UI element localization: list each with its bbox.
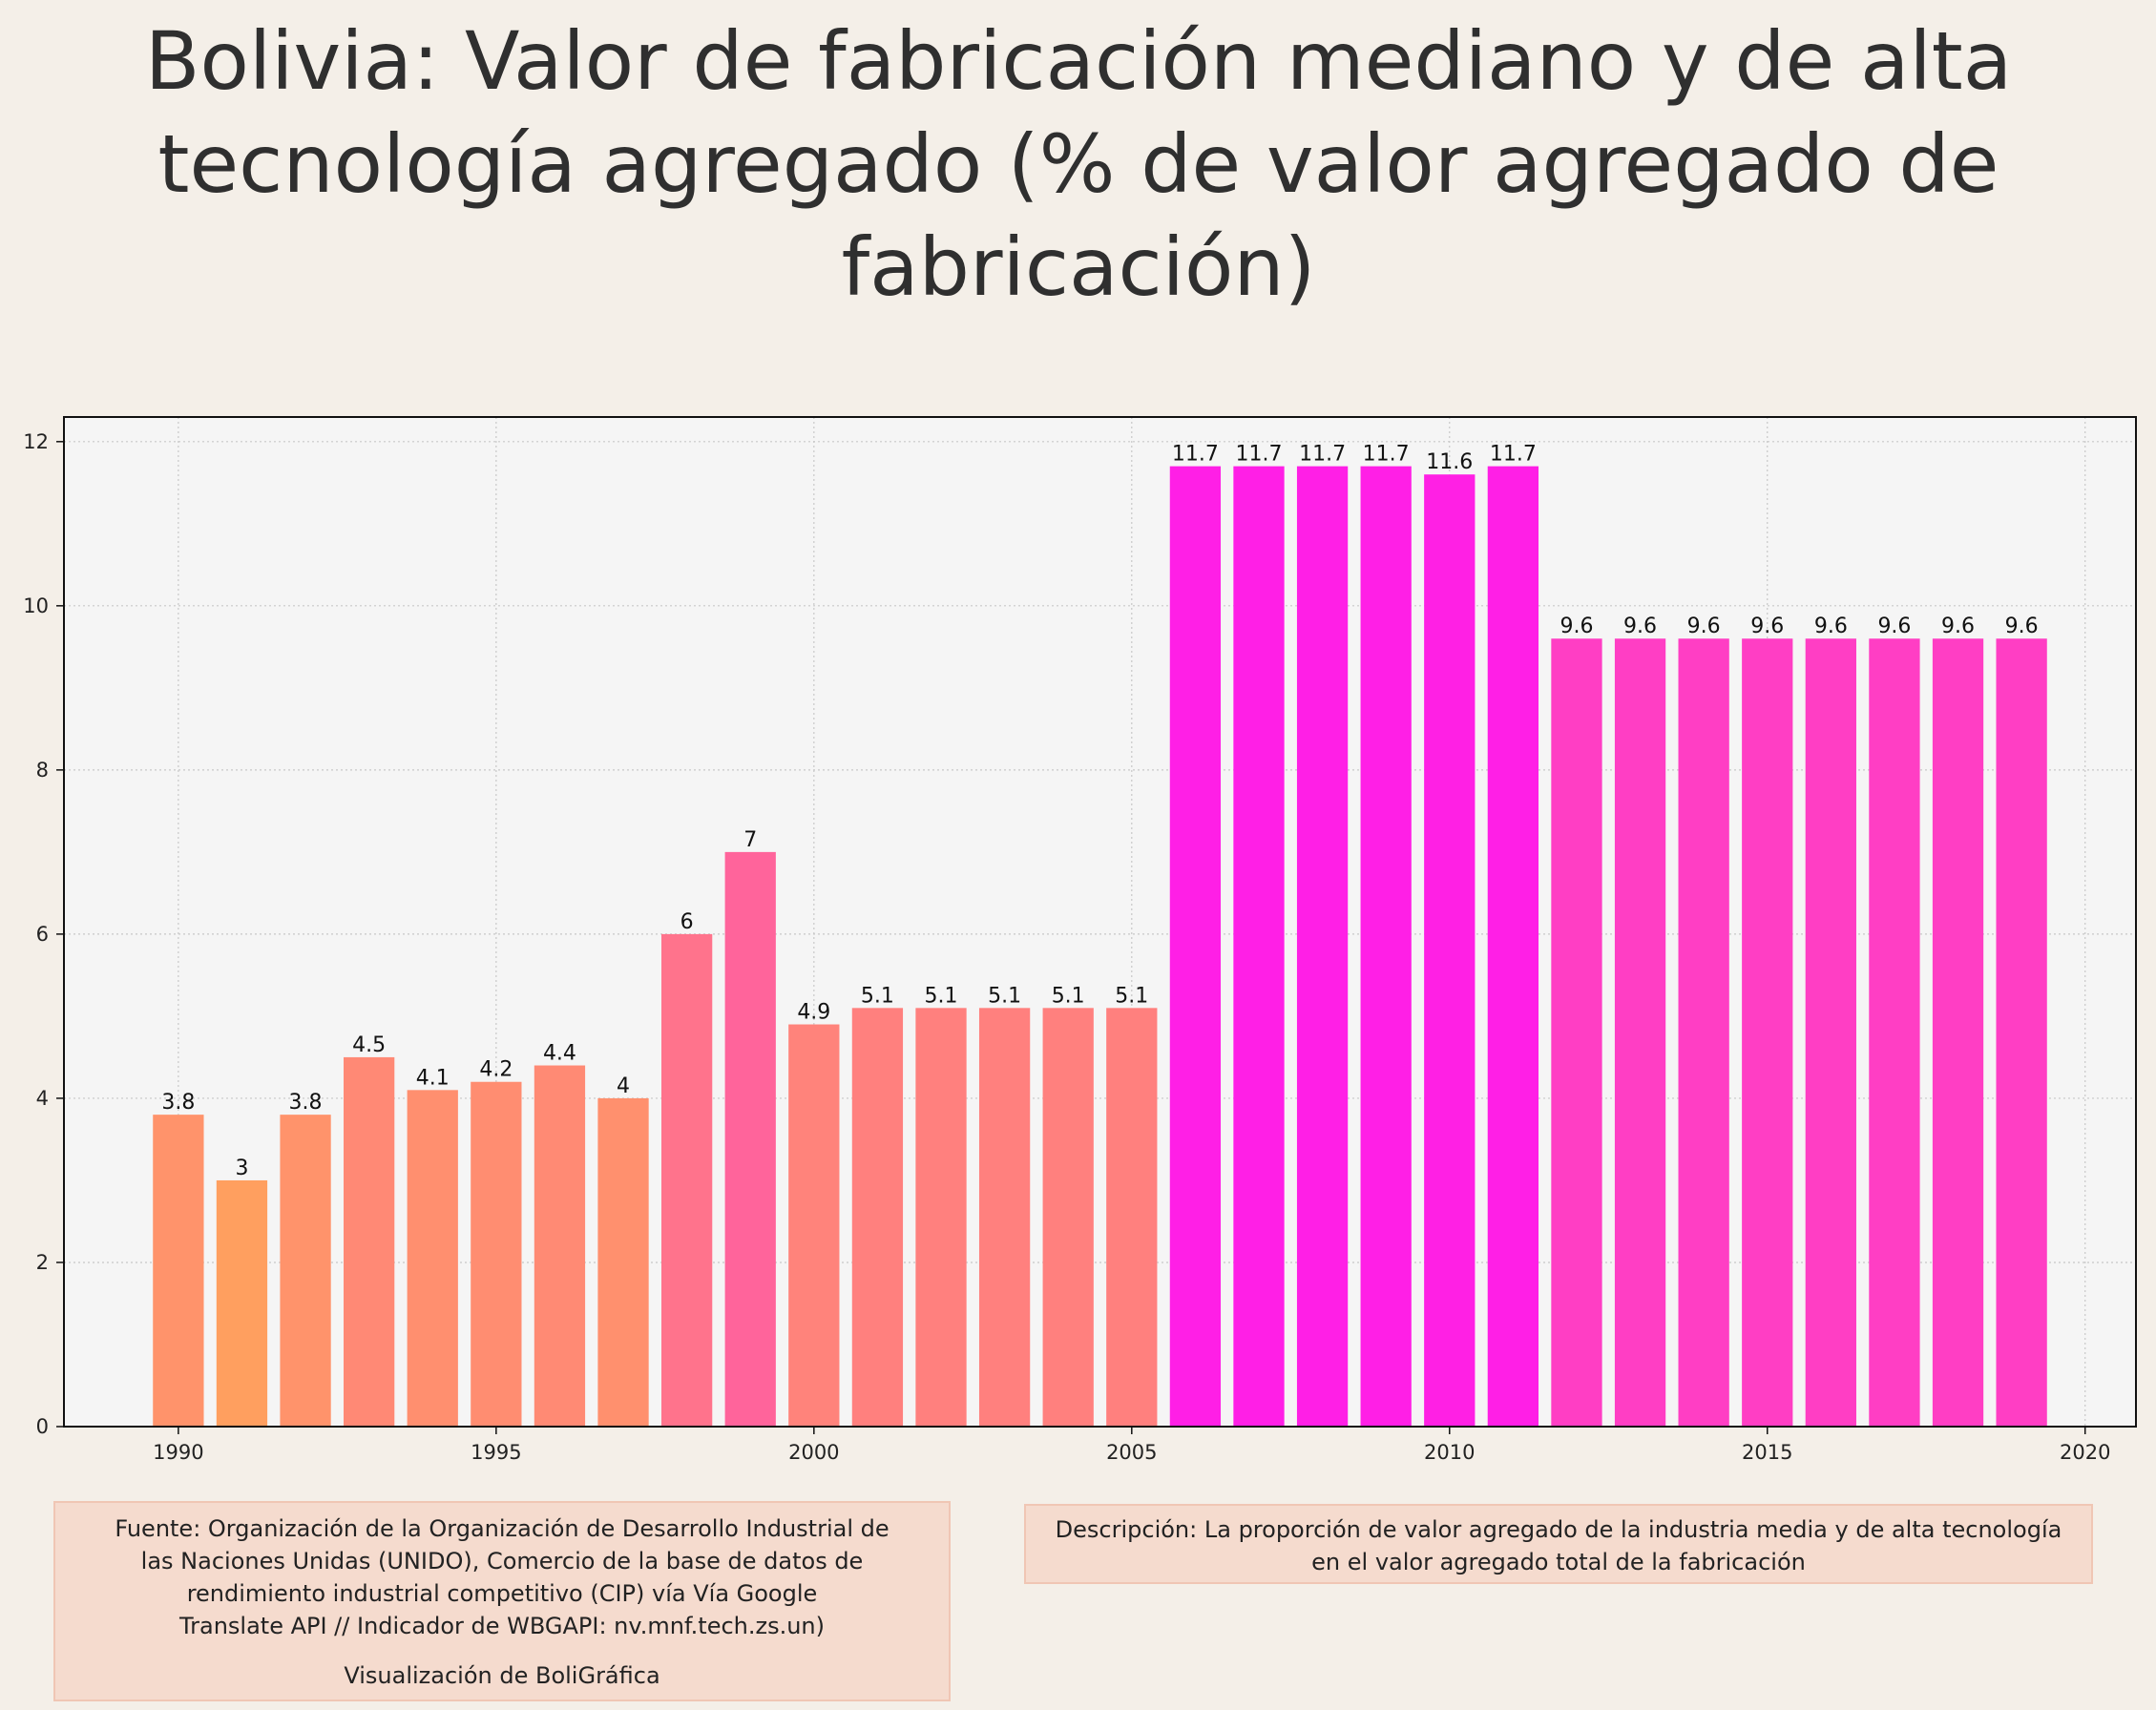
description-line: Descripción: La proporción de valor agre…: [1055, 1516, 2062, 1543]
source-line: Fuente: Organización de la Organización …: [115, 1515, 890, 1542]
plot-frame: [63, 416, 2137, 1428]
bar-2003: [978, 1008, 1031, 1427]
bar-2018: [1932, 638, 1984, 1427]
x-tick-label: 1990: [153, 1441, 203, 1464]
bar-label-2001: 5.1: [861, 984, 894, 1008]
bar-label-2008: 11.7: [1299, 443, 1346, 467]
y-tick-label: 10: [23, 594, 49, 617]
bar-label-2004: 5.1: [1052, 984, 1085, 1008]
y-tick-label: 4: [36, 1087, 49, 1110]
bar-2016: [1805, 638, 1856, 1427]
bar-label-2002: 5.1: [925, 984, 958, 1008]
bar-label-2013: 9.6: [1623, 615, 1657, 638]
x-tick-label: 2010: [1424, 1441, 1475, 1464]
credit-line: Visualización de BoliGráfica: [344, 1662, 660, 1689]
bar-1999: [724, 851, 776, 1427]
bar-label-2018: 9.6: [1941, 615, 1975, 638]
bar-1998: [660, 933, 713, 1427]
x-tick-label: 2000: [788, 1441, 839, 1464]
y-tick-label: 2: [36, 1251, 49, 1274]
bar-label-1994: 4.1: [416, 1066, 450, 1090]
bar-labels: 3.8 3 3.8 4.5 4.1 4.2 4.4 4 6 7 4.9 5.1 5.1 5.1 5.1 5.1…: [161, 443, 2038, 1180]
bar-2011: [1487, 466, 1539, 1427]
bar-label-2011: 11.7: [1490, 443, 1537, 467]
bar-2013: [1614, 638, 1666, 1427]
x-tick-label: 2015: [1742, 1441, 1792, 1464]
bar-label-2000: 4.9: [797, 1001, 830, 1025]
bar-label-2015: 9.6: [1750, 615, 1784, 638]
bar-label-2019: 9.6: [2005, 615, 2039, 638]
bar-2014: [1678, 638, 1729, 1427]
bar-2012: [1551, 638, 1602, 1427]
bar-1991: [216, 1179, 268, 1427]
bar-label-2006: 11.7: [1172, 443, 1219, 467]
bar-2010: [1424, 474, 1476, 1427]
bar-label-2003: 5.1: [988, 984, 1021, 1008]
bar-label-2005: 5.1: [1115, 984, 1148, 1008]
source-line: rendimiento industrial competitivo (CIP)…: [186, 1580, 818, 1607]
source-line: las Naciones Unidas (UNIDO), Comercio de…: [140, 1548, 864, 1574]
bar-1993: [344, 1056, 395, 1427]
x-tick-label: 1995: [471, 1441, 521, 1464]
bar-label-1997: 4: [617, 1074, 630, 1098]
bar-label-2016: 9.6: [1814, 615, 1848, 638]
y-tick-label: 6: [36, 923, 49, 946]
bar-label-1996: 4.4: [543, 1042, 576, 1066]
bar-label-2014: 9.6: [1687, 615, 1721, 638]
bar-2000: [788, 1024, 840, 1427]
bar-label-1998: 6: [680, 910, 694, 934]
bar-1990: [153, 1115, 204, 1427]
bar-1995: [471, 1081, 522, 1427]
bar-label-1990: 3.8: [161, 1091, 195, 1115]
bar-2004: [1042, 1008, 1094, 1427]
bars: [153, 466, 2047, 1427]
bar-2015: [1742, 638, 1793, 1427]
bar-2006: [1169, 466, 1222, 1427]
bar-1994: [407, 1090, 458, 1427]
bar-2007: [1233, 466, 1285, 1427]
bar-label-2007: 11.7: [1235, 443, 1282, 467]
x-tick-label: 2020: [2060, 1441, 2110, 1464]
bar-2002: [915, 1008, 967, 1427]
bar-1992: [280, 1115, 331, 1427]
bar-label-1992: 3.8: [289, 1091, 323, 1115]
bar-label-2010: 11.6: [1426, 450, 1473, 474]
bar-2019: [1996, 638, 2047, 1427]
chart-title: Bolivia: Valor de fabricación mediano y …: [144, 14, 2013, 314]
bar-2009: [1360, 466, 1412, 1427]
source-note: Fuente: Organización de la Organización …: [53, 1501, 951, 1701]
bar-label-1991: 3: [235, 1157, 248, 1180]
y-tick-label: 0: [36, 1415, 49, 1438]
y-tick-label: 12: [23, 430, 49, 453]
bar-2005: [1106, 1008, 1158, 1427]
bar-label-2012: 9.6: [1559, 615, 1593, 638]
bar-label-1993: 4.5: [352, 1033, 386, 1057]
x-tick-label: 2005: [1106, 1441, 1157, 1464]
bar-label-1999: 7: [743, 828, 757, 852]
bar-label-2017: 9.6: [1877, 615, 1911, 638]
bar-1996: [534, 1065, 586, 1427]
bar-chart: 3.8 3 3.8 4.5 4.1 4.2 4.4 4 6 7 4.9 5.1 5.1 5.1 5.1 5.1…: [23, 416, 2137, 1464]
bar-2017: [1869, 638, 1920, 1427]
description-note: Descripción: La proporción de valor agre…: [1024, 1504, 2093, 1584]
bar-2008: [1296, 466, 1349, 1427]
axis-ticks: 1990 1995 2000 2005 2010 2015 2020 0 2 4 6 8 10 12: [23, 430, 2110, 1464]
y-tick-label: 8: [36, 759, 49, 782]
bar-2001: [851, 1008, 904, 1427]
bar-1997: [597, 1097, 649, 1427]
description-line: en el valor agregado total de la fabrica…: [1311, 1549, 1806, 1575]
bar-label-2009: 11.7: [1363, 443, 1410, 467]
bar-label-1995: 4.2: [479, 1058, 513, 1082]
source-line: Translate API // Indicador de WBGAPI: nv…: [178, 1613, 826, 1639]
